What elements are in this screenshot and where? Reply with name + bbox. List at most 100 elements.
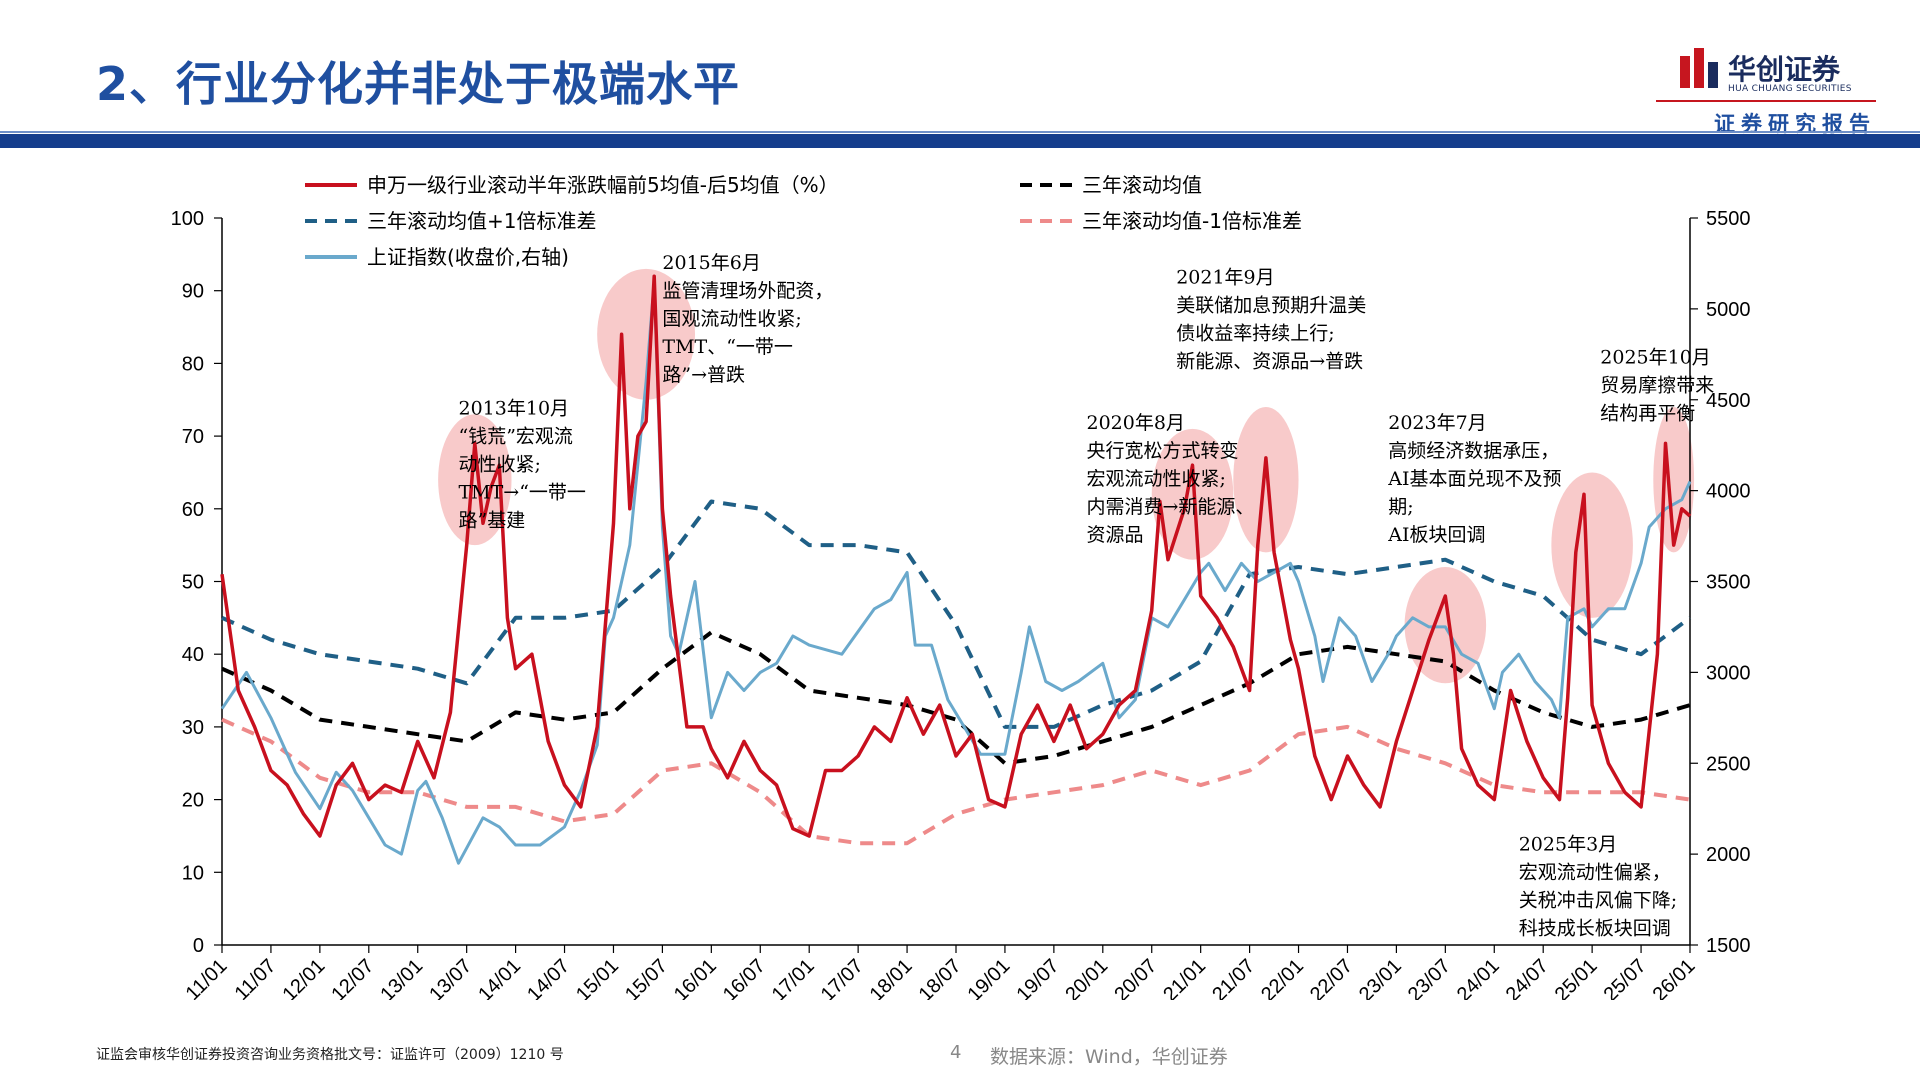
x-tick-label: 17/01 <box>768 955 819 1000</box>
x-tick-label: 18/01 <box>866 955 917 1000</box>
y-left-tick-label: 90 <box>182 281 204 303</box>
y-right-tick-label: 3000 <box>1706 662 1751 684</box>
footer-license: 证监会审核华创证券投资咨询业务资格批文号：证监许可（2009）1210 号 <box>96 1047 564 1063</box>
x-tick-label: 23/01 <box>1355 955 1406 1000</box>
legend-label: 上证指数(收盘价,右轴) <box>367 245 569 269</box>
annotation-text: 路”基建 <box>459 509 526 531</box>
x-tick-label: 25/07 <box>1600 955 1651 1000</box>
highlight-ellipse <box>1151 428 1234 560</box>
y-left-tick-label: 20 <box>182 790 204 812</box>
x-tick-label: 13/07 <box>425 955 476 1000</box>
y-left-tick-label: 70 <box>182 426 204 448</box>
annotation-text: 资源品 <box>1086 524 1143 546</box>
y-left-tick-label: 0 <box>193 935 204 957</box>
annotation-text: 宏观流动性收紧; <box>1086 468 1225 490</box>
annotation-text: 内需消费→新能源、 <box>1086 496 1254 518</box>
x-tick-label: 22/01 <box>1257 955 1308 1000</box>
x-tick-label: 21/07 <box>1208 955 1259 1000</box>
y-right-tick-label: 2500 <box>1706 753 1751 775</box>
annotation-text: 2023年7月 <box>1388 412 1486 434</box>
x-tick-label: 16/01 <box>670 955 721 1000</box>
annotation-text: 债收益率持续上行; <box>1176 322 1334 344</box>
y-left-tick-label: 50 <box>182 572 204 594</box>
logo-name: 华创证券 <box>1728 53 1841 86</box>
annotation-text: 监管清理场外配资， <box>662 280 833 302</box>
x-tick-label: 16/07 <box>719 955 770 1000</box>
legend-label: 申万一级行业滚动半年涨跌幅前5均值-后5均值（%） <box>367 173 839 197</box>
annotation-text: 2021年9月 <box>1176 266 1274 288</box>
y-left-tick-label: 100 <box>171 208 204 230</box>
logo-mark-icon <box>1680 48 1718 88</box>
company-logo: 华创证券 HUA CHUANG SECURITIES <box>1680 46 1860 110</box>
x-tick-label: 14/07 <box>523 955 574 1000</box>
x-tick-label: 19/07 <box>1012 955 1063 1000</box>
annotation-text: 国观流动性收紧; <box>662 308 801 330</box>
x-tick-label: 20/07 <box>1110 955 1161 1000</box>
y-left-tick-label: 60 <box>182 499 204 521</box>
x-tick-label: 12/07 <box>327 955 378 1000</box>
y-right-tick-label: 4500 <box>1706 390 1751 412</box>
annotation-text: “钱荒”宏观流 <box>459 425 573 447</box>
x-tick-label: 15/01 <box>572 955 623 1000</box>
y-left-tick-label: 10 <box>182 862 204 884</box>
logo-english-name: HUA CHUANG SECURITIES <box>1728 84 1852 94</box>
axes-layer: 0 10 20 30 40 50 60 70 80 90 100 1500 2000 2500 3000 35… <box>171 208 1751 1000</box>
y-right-tick-label: 5000 <box>1706 299 1751 321</box>
annotation-text: 2020年8月 <box>1086 412 1184 434</box>
annotation-text: TMT、“一带一 <box>662 336 793 358</box>
highlight-ellipse <box>1233 407 1299 553</box>
y-left-tick-label: 40 <box>182 644 204 666</box>
data-source: 数据来源：Wind，华创证券 <box>990 1046 1228 1068</box>
highlight-ellipse <box>438 414 512 546</box>
x-tick-label: 11/07 <box>231 955 281 1000</box>
x-tick-label: 22/07 <box>1306 955 1357 1000</box>
y-right-tick-label: 1500 <box>1706 935 1751 957</box>
series-line <box>221 499 1692 729</box>
legend-label: 三年滚动均值+1倍标准差 <box>367 209 596 233</box>
y-right-tick-label: 3500 <box>1706 572 1751 594</box>
logo-divider <box>1656 100 1876 102</box>
x-tick-label: 13/01 <box>376 955 427 1000</box>
annotation-text: AI板块回调 <box>1387 524 1485 546</box>
annotation-text: 贸易摩擦带来 <box>1600 374 1714 396</box>
x-tick-label: 18/07 <box>915 955 966 1000</box>
x-tick-label: 23/07 <box>1404 955 1455 1000</box>
annotation-text: 宏观流动性偏紧， <box>1519 861 1671 883</box>
legend-label: 三年滚动均值 <box>1082 173 1202 197</box>
annotation-text: 新能源、资源品→普跌 <box>1176 350 1363 372</box>
x-tick-label: 17/07 <box>817 955 868 1000</box>
annotation-text: 2025年10月 <box>1600 346 1711 368</box>
annotation-text: 科技成长板块回调 <box>1519 917 1671 939</box>
title-bar <box>0 134 1920 148</box>
y-left-tick-label: 30 <box>182 717 204 739</box>
series-layer <box>220 274 1692 865</box>
y-left-tick-label: 80 <box>182 353 204 375</box>
annotation-text: AI基本面兑现不及预 <box>1387 468 1561 490</box>
annotation-text: 2015年6月 <box>662 252 760 274</box>
page-number: 4 <box>950 1042 962 1063</box>
x-tick-label: 21/01 <box>1159 955 1210 1000</box>
annotation-text: 2025年3月 <box>1519 833 1617 855</box>
annotation-text: 2013年10月 <box>459 397 570 419</box>
legend: 申万一级行业滚动半年涨跌幅前5均值-后5均值（%） 三年滚动均值三年滚动均值+1倍… <box>305 173 1302 269</box>
series-line <box>221 717 1691 846</box>
x-tick-label: 24/01 <box>1453 955 1504 1000</box>
annotation-text: TMT→“一带一 <box>459 481 586 503</box>
y-right-tick-label: 2000 <box>1706 844 1751 866</box>
highlight-ellipse <box>1404 566 1487 684</box>
series-line <box>220 280 1692 865</box>
y-right-tick-label: 4000 <box>1706 481 1751 503</box>
y-right-tick-label: 5500 <box>1706 208 1751 230</box>
annotation-text: 路”→普跌 <box>662 364 745 386</box>
annotation-text: 关税冲击风偏下降; <box>1519 889 1677 911</box>
annotation-text: 央行宽松方式转变 <box>1086 440 1238 462</box>
x-tick-label: 26/01 <box>1649 955 1700 1000</box>
annotation-text: 高频经济数据承压， <box>1388 440 1559 462</box>
x-tick-label: 12/01 <box>278 955 329 1000</box>
legend-label: 三年滚动均值-1倍标准差 <box>1082 209 1302 233</box>
x-tick-label: 15/07 <box>621 955 672 1000</box>
x-tick-label: 20/01 <box>1061 955 1112 1000</box>
x-tick-label: 14/01 <box>474 955 525 1000</box>
x-tick-label: 24/07 <box>1502 955 1553 1000</box>
